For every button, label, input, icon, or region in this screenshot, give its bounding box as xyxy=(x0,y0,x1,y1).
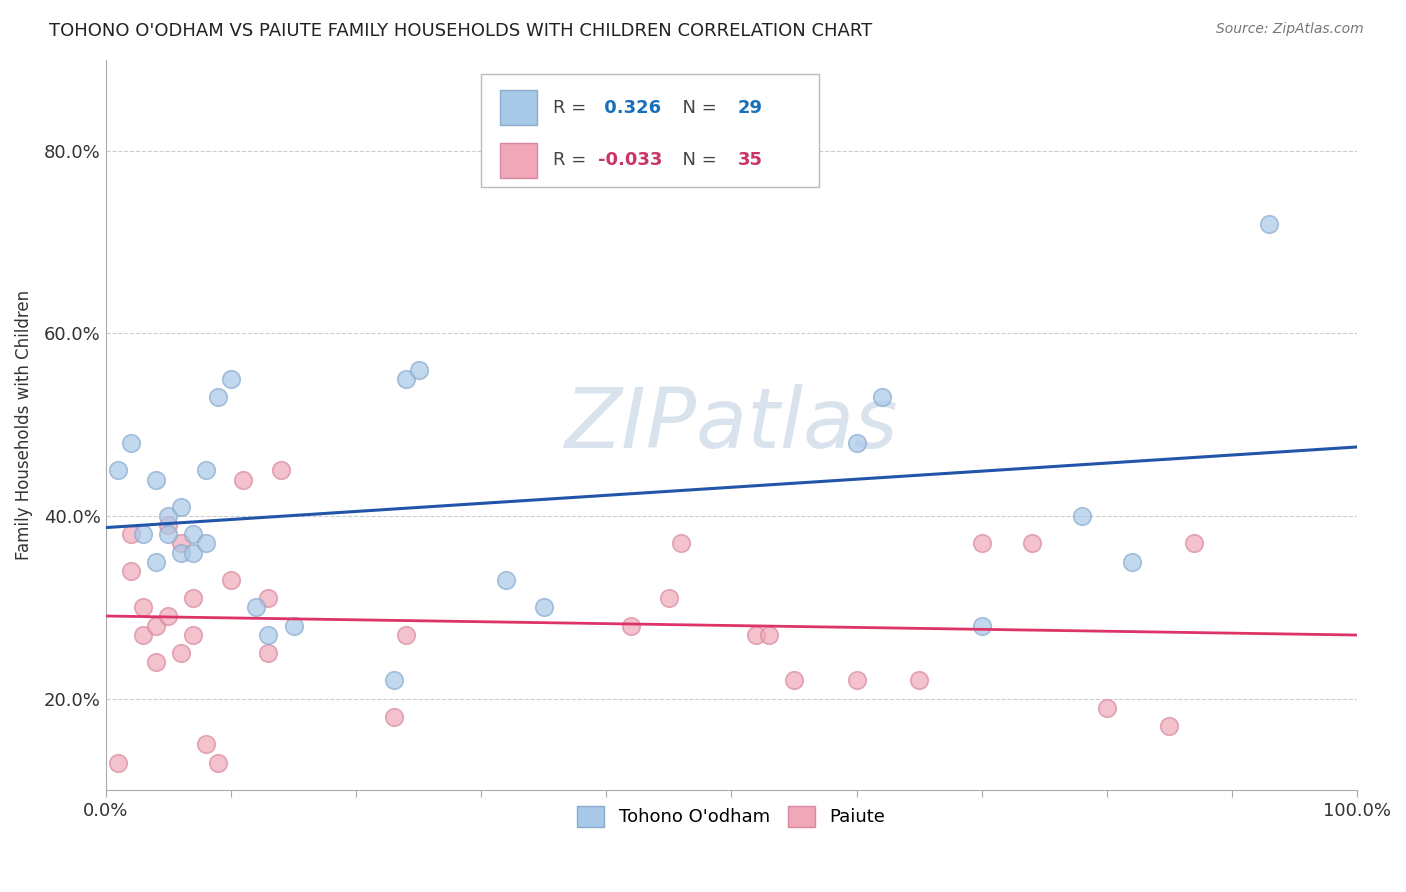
Point xyxy=(1258,217,1281,231)
Point xyxy=(970,618,993,632)
Point xyxy=(257,591,280,606)
Point xyxy=(207,756,229,770)
Point xyxy=(845,673,868,688)
Point xyxy=(1159,719,1181,733)
FancyBboxPatch shape xyxy=(501,143,537,178)
Point xyxy=(145,655,167,669)
Point xyxy=(219,372,242,386)
Point xyxy=(1095,700,1118,714)
Point xyxy=(395,628,418,642)
Point xyxy=(382,673,405,688)
Point xyxy=(183,527,205,541)
Point xyxy=(232,473,254,487)
Text: Source: ZipAtlas.com: Source: ZipAtlas.com xyxy=(1216,22,1364,37)
Point xyxy=(207,390,229,404)
Point xyxy=(157,518,180,533)
Text: R =: R = xyxy=(553,98,592,117)
Point xyxy=(170,646,193,660)
Point xyxy=(120,564,142,578)
Point xyxy=(671,536,693,550)
Point xyxy=(533,600,555,615)
Point xyxy=(219,573,242,587)
Point xyxy=(132,600,155,615)
Point xyxy=(257,646,280,660)
Point xyxy=(170,545,193,559)
Point xyxy=(658,591,681,606)
Point xyxy=(145,618,167,632)
Point xyxy=(845,436,868,450)
Text: 35: 35 xyxy=(738,152,762,169)
Point xyxy=(257,628,280,642)
Point xyxy=(870,390,893,404)
Point xyxy=(132,527,155,541)
Point xyxy=(107,463,129,477)
Point xyxy=(194,536,217,550)
Text: R =: R = xyxy=(553,152,592,169)
Point xyxy=(1121,555,1143,569)
Point xyxy=(194,463,217,477)
FancyBboxPatch shape xyxy=(501,90,537,125)
Point xyxy=(145,473,167,487)
Point xyxy=(1021,536,1043,550)
FancyBboxPatch shape xyxy=(481,74,820,187)
Legend: Tohono O'odham, Paiute: Tohono O'odham, Paiute xyxy=(568,797,894,836)
Point xyxy=(183,545,205,559)
Point xyxy=(408,363,430,377)
Text: ZIPatlas: ZIPatlas xyxy=(565,384,898,466)
Point xyxy=(132,628,155,642)
Point xyxy=(170,500,193,514)
Point xyxy=(245,600,267,615)
Point xyxy=(120,436,142,450)
Point xyxy=(157,509,180,524)
Point xyxy=(395,372,418,386)
Point xyxy=(157,609,180,624)
Point xyxy=(382,710,405,724)
Point xyxy=(758,628,780,642)
Point xyxy=(283,618,305,632)
Point xyxy=(1182,536,1205,550)
Point xyxy=(783,673,806,688)
Point xyxy=(495,573,517,587)
Point xyxy=(170,536,193,550)
Text: N =: N = xyxy=(672,98,723,117)
Y-axis label: Family Households with Children: Family Households with Children xyxy=(15,290,32,560)
Point xyxy=(620,618,643,632)
Point xyxy=(745,628,768,642)
Point xyxy=(270,463,292,477)
Point xyxy=(183,591,205,606)
Text: 0.326: 0.326 xyxy=(598,98,661,117)
Point xyxy=(908,673,931,688)
Text: -0.033: -0.033 xyxy=(598,152,662,169)
Text: 29: 29 xyxy=(738,98,762,117)
Text: TOHONO O'ODHAM VS PAIUTE FAMILY HOUSEHOLDS WITH CHILDREN CORRELATION CHART: TOHONO O'ODHAM VS PAIUTE FAMILY HOUSEHOL… xyxy=(49,22,873,40)
Point xyxy=(157,527,180,541)
Point xyxy=(183,628,205,642)
Point xyxy=(120,527,142,541)
Point xyxy=(194,737,217,751)
Text: N =: N = xyxy=(672,152,723,169)
Point xyxy=(145,555,167,569)
Point xyxy=(107,756,129,770)
Point xyxy=(970,536,993,550)
Point xyxy=(1070,509,1092,524)
